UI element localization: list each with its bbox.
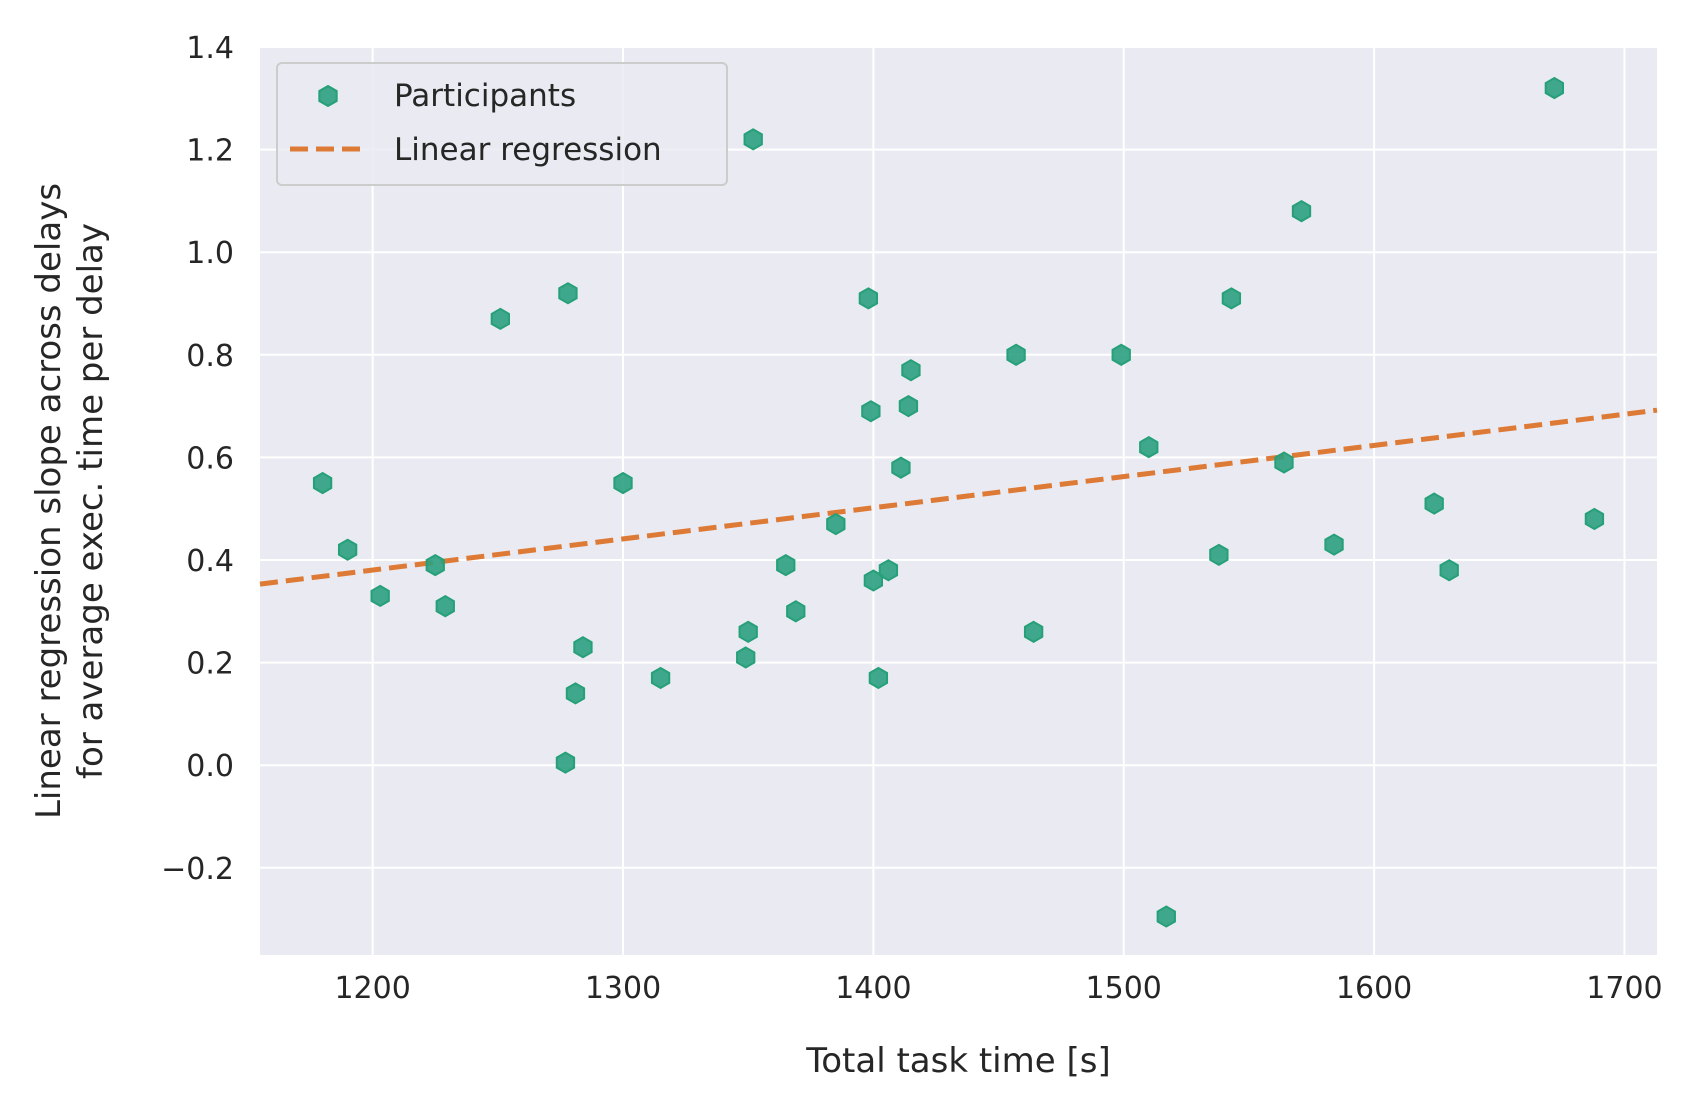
y-axis-ticks: −0.2 0.0 0.2 0.4 0.6 0.8 1.0 1.2 1.4 (161, 31, 234, 887)
plot-area (260, 47, 1657, 955)
x-axis-label: Total task time [s] (805, 1041, 1110, 1081)
participant-point (1439, 559, 1459, 582)
y-tick-label: −0.2 (161, 852, 234, 887)
y-tick-label: 0.0 (186, 749, 234, 784)
regression-line (259, 407, 1658, 587)
y-tick-label: 0.2 (186, 647, 234, 682)
participant-point (1006, 343, 1026, 366)
y-tick-label: 0.8 (186, 339, 234, 374)
participant-point (1324, 533, 1344, 556)
participant-point (858, 287, 879, 310)
participant-point (490, 307, 510, 331)
participant-point (1291, 200, 1312, 223)
legend: Participants Linear regression (276, 62, 728, 186)
y-tick-label: 1.4 (186, 31, 234, 66)
participant-point (868, 666, 889, 690)
y-axis-label-line: for average exec. time per delay (71, 223, 111, 779)
participant-point (370, 584, 390, 608)
regression-line-layer (259, 407, 1658, 587)
x-tick-label: 1300 (585, 971, 661, 1006)
y-tick-label: 1.0 (186, 236, 234, 271)
participant-point (312, 471, 333, 495)
participant-point (555, 751, 576, 774)
participant-point (1111, 343, 1131, 366)
participant-point (891, 456, 911, 479)
participant-point (776, 553, 796, 577)
y-tick-label: 0.6 (186, 441, 234, 476)
x-tick-label: 1700 (1586, 971, 1662, 1006)
participant-point (613, 471, 633, 495)
participant-point (901, 359, 921, 382)
participant-point (565, 682, 586, 705)
x-tick-label: 1400 (835, 971, 911, 1006)
participant-point (1424, 492, 1444, 515)
participant-point (435, 595, 455, 618)
participant-point (1274, 451, 1294, 474)
participant-point (1023, 620, 1044, 643)
legend-box (276, 62, 728, 186)
grid-lines (260, 46, 1657, 955)
participant-point (861, 400, 881, 423)
y-tick-label: 0.4 (186, 544, 234, 579)
participant-point (1156, 905, 1176, 928)
participant-point (743, 128, 763, 151)
participant-points (312, 76, 1605, 928)
participant-point (1584, 507, 1605, 531)
participant-point (898, 394, 919, 418)
participant-point (1209, 543, 1229, 567)
legend-marker-icon (318, 84, 338, 108)
participant-point (558, 282, 578, 305)
participant-point (1221, 287, 1242, 310)
participant-point (573, 636, 593, 659)
participant-point (786, 600, 806, 623)
x-axis-ticks: 1200 1300 1400 1500 1600 1700 (334, 971, 1662, 1006)
x-tick-label: 1500 (1086, 971, 1162, 1006)
participant-point (1139, 435, 1159, 459)
y-tick-label: 1.2 (186, 134, 234, 169)
x-tick-label: 1200 (334, 971, 410, 1006)
x-tick-label: 1600 (1336, 971, 1412, 1006)
participant-point (425, 553, 445, 577)
legend-label-participants: Participants (394, 78, 576, 114)
participant-point (738, 620, 758, 643)
participant-point (878, 559, 899, 582)
legend-label-regression: Linear regression (394, 132, 662, 168)
participant-point (337, 538, 358, 561)
y-axis-label: Linear regression slope across delaysfor… (29, 183, 111, 819)
participant-point (1544, 76, 1565, 100)
participant-point (650, 666, 671, 690)
participant-point (826, 512, 846, 536)
y-axis-label-line: Linear regression slope across delays (29, 183, 69, 819)
participant-point (736, 646, 756, 669)
